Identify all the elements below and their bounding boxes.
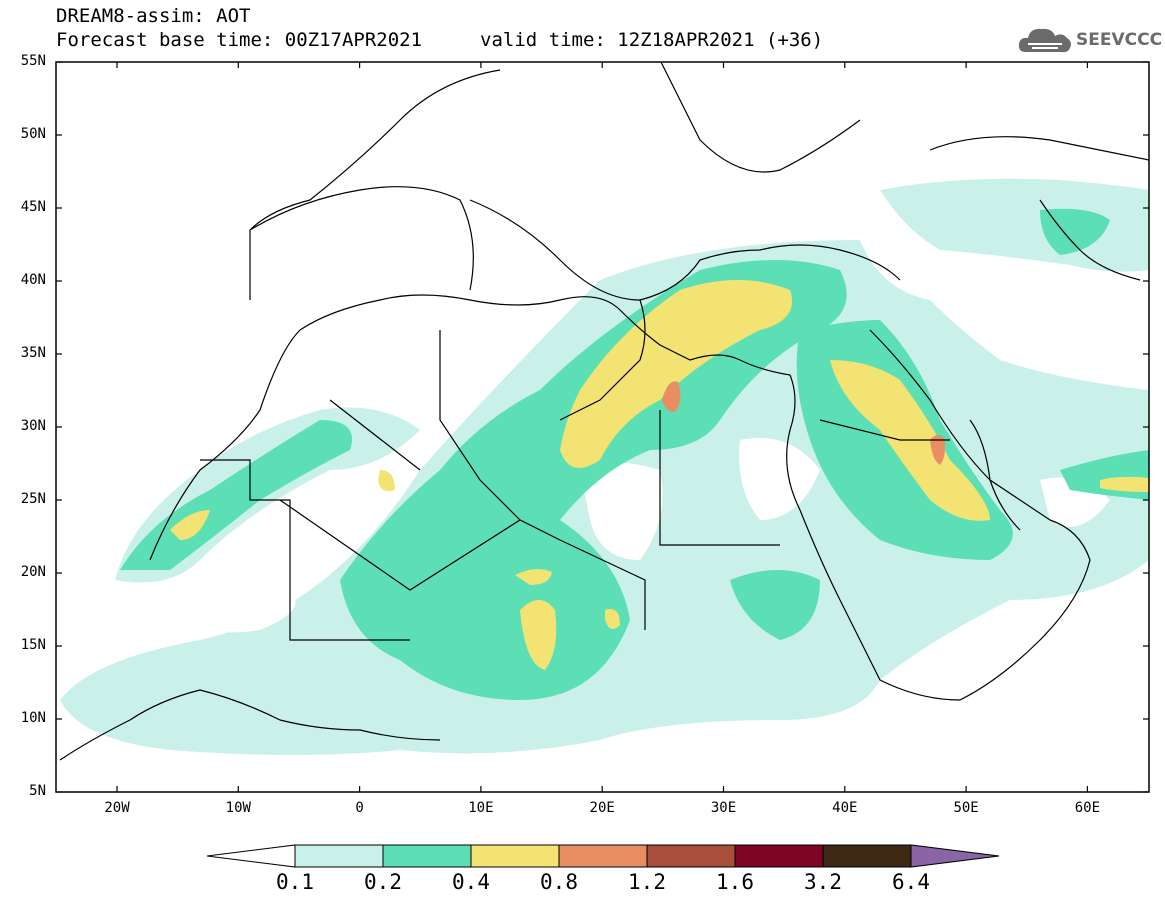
coastlines <box>59 62 1149 761</box>
logo-text: SEEVCCC <box>1076 30 1163 50</box>
lon-label: 0 <box>355 800 364 816</box>
lon-label: 10E <box>468 800 494 816</box>
lon-label: 50E <box>953 800 979 816</box>
lon-label: 60E <box>1074 800 1101 816</box>
colorbar-segment <box>382 844 472 868</box>
colorbar-label: 0.1 <box>276 870 314 894</box>
colorbar-label: 1.2 <box>628 870 666 894</box>
colorbar-arrow-high <box>910 844 1000 868</box>
colorbar-label: 6.4 <box>892 870 930 894</box>
lat-label: 10N <box>20 710 46 726</box>
colorbar <box>206 844 1000 868</box>
colorbar-segment <box>822 844 912 868</box>
aot-band-0.8 <box>662 381 946 465</box>
lat-label: 30N <box>20 418 46 434</box>
lat-label: 45N <box>20 199 46 215</box>
lat-label: 20N <box>20 564 46 580</box>
lat-label: 55N <box>20 53 46 69</box>
colorbar-segment <box>470 844 560 868</box>
colorbar-label: 3.2 <box>804 870 842 894</box>
lon-label: 40E <box>832 800 858 816</box>
colorbar-segment <box>294 844 384 868</box>
lon-label: 10W <box>225 800 251 816</box>
colorbar-label: 0.2 <box>364 870 402 894</box>
lat-label: 35N <box>20 345 46 361</box>
seevccc-logo: SEEVCCC <box>1016 22 1162 58</box>
aot-clear-areas <box>160 438 1110 633</box>
title-line-1: DREAM8-assim: AOT <box>56 5 251 27</box>
lat-label: 50N <box>20 126 46 142</box>
title-line-2: Forecast base time: 00Z17APR2021 <box>56 29 423 51</box>
cloud-icon <box>1018 28 1071 53</box>
colorbar-arrow-low <box>206 844 296 868</box>
lon-label: 20E <box>589 800 615 816</box>
colorbar-label: 1.6 <box>716 870 754 894</box>
colorbar-segment <box>734 844 824 868</box>
lon-label: 30E <box>710 800 737 816</box>
valid-time: valid time: 12Z18APR2021 (+36) <box>480 29 824 51</box>
lat-label: 5N <box>29 783 46 799</box>
lat-label: 40N <box>20 272 46 288</box>
lat-label: 25N <box>20 491 46 507</box>
colorbar-label: 0.8 <box>540 870 578 894</box>
lon-label: 20W <box>104 800 130 816</box>
colorbar-segment <box>646 844 736 868</box>
lat-label: 15N <box>20 637 46 653</box>
colorbar-segment <box>558 844 648 868</box>
colorbar-label: 0.4 <box>452 870 490 894</box>
